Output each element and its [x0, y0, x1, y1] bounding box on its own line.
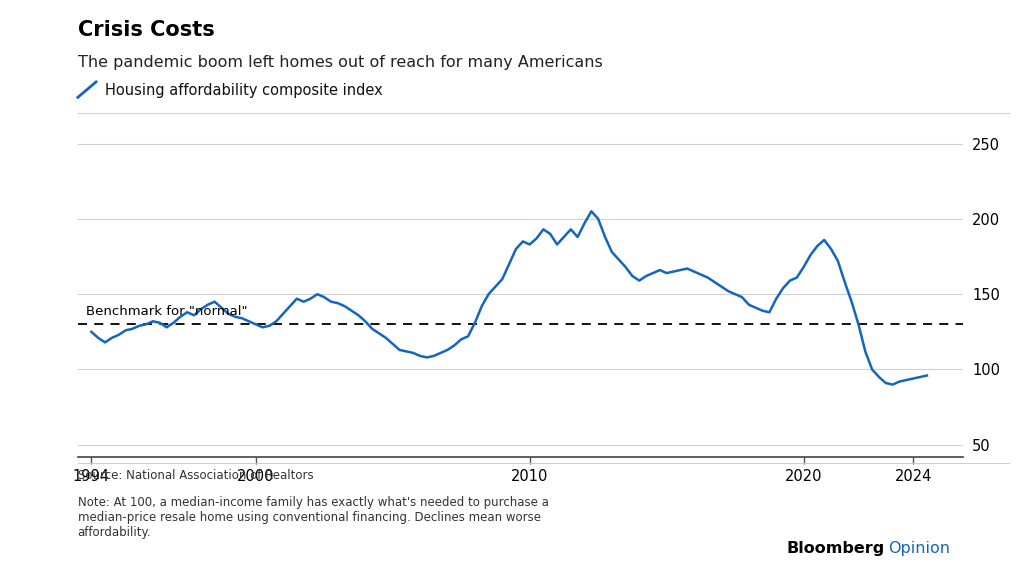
- Text: Benchmark for "normal": Benchmark for "normal": [86, 306, 247, 318]
- Text: Bloomberg: Bloomberg: [787, 541, 885, 556]
- Text: The pandemic boom left homes out of reach for many Americans: The pandemic boom left homes out of reac…: [78, 55, 602, 70]
- Text: Crisis Costs: Crisis Costs: [78, 20, 214, 40]
- Text: Opinion: Opinion: [888, 541, 950, 556]
- Text: Note: At 100, a median-income family has exactly what's needed to purchase a
med: Note: At 100, a median-income family has…: [78, 496, 549, 539]
- Text: Housing affordability composite index: Housing affordability composite index: [105, 83, 382, 98]
- Text: Source: National Association of Realtors: Source: National Association of Realtors: [78, 469, 314, 481]
